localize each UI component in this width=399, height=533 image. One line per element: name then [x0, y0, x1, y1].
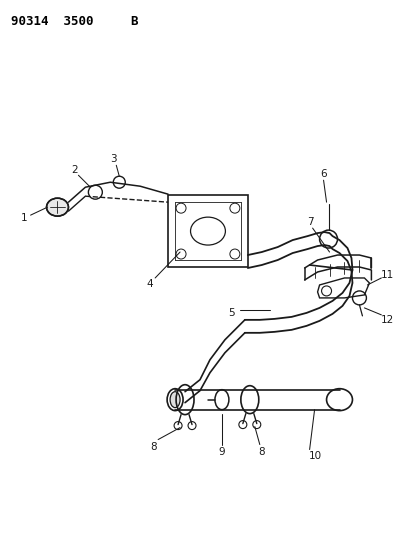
Text: 9: 9 — [219, 447, 225, 457]
Text: 8: 8 — [150, 441, 156, 451]
Text: 3: 3 — [110, 154, 117, 164]
Ellipse shape — [326, 389, 352, 410]
Text: 2: 2 — [71, 165, 78, 175]
Text: 8: 8 — [259, 447, 265, 457]
Text: 7: 7 — [307, 217, 314, 227]
Text: 10: 10 — [309, 450, 322, 461]
Text: 11: 11 — [381, 270, 394, 280]
Text: B: B — [130, 15, 138, 28]
Ellipse shape — [170, 392, 180, 408]
FancyBboxPatch shape — [168, 195, 248, 267]
Text: 90314  3500: 90314 3500 — [11, 15, 93, 28]
Text: 1: 1 — [21, 213, 28, 223]
Ellipse shape — [47, 198, 69, 216]
Text: 12: 12 — [381, 315, 394, 325]
Ellipse shape — [167, 389, 183, 410]
Text: 4: 4 — [147, 279, 154, 289]
Text: 5: 5 — [229, 308, 235, 318]
Text: 6: 6 — [320, 169, 327, 179]
